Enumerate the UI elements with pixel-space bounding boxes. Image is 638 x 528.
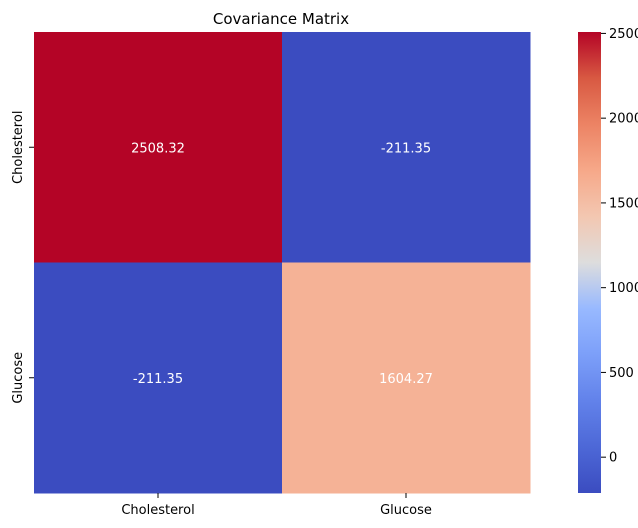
colorbar-tick-label: 0	[609, 451, 617, 466]
x-tick-label: Cholesterol	[121, 503, 194, 518]
cell-value-label: -211.35	[381, 141, 431, 156]
heatmap-cell	[282, 262, 531, 494]
x-axis: Cholesterol Glucose	[121, 493, 432, 518]
heatmap-cell	[282, 32, 531, 263]
colorbar-tick-label: 500	[609, 366, 634, 381]
colorbar: 0 500 1000 1500 2000 2500	[578, 27, 638, 493]
y-tick-label: Cholesterol	[11, 111, 26, 184]
heatmap-cell	[34, 262, 283, 494]
colorbar-gradient	[578, 32, 601, 493]
colorbar-tick-label: 1000	[609, 281, 638, 296]
heatmap-cells: 2508.32 -211.35 -211.35 1604.27	[34, 32, 531, 494]
chart-title: Covariance Matrix	[213, 10, 349, 28]
heatmap-cell	[34, 32, 283, 263]
cell-value-label: -211.35	[133, 372, 183, 387]
colorbar-tick-label: 2000	[609, 112, 638, 127]
y-tick-label: Glucose	[11, 352, 26, 404]
x-tick-label: Glucose	[380, 503, 432, 518]
colorbar-tick-label: 1500	[609, 196, 638, 211]
colorbar-tick-label: 2500	[609, 27, 638, 42]
cell-value-label: 2508.32	[131, 141, 185, 156]
cell-value-label: 1604.27	[379, 372, 433, 387]
y-axis: Cholesterol Glucose	[11, 111, 34, 404]
